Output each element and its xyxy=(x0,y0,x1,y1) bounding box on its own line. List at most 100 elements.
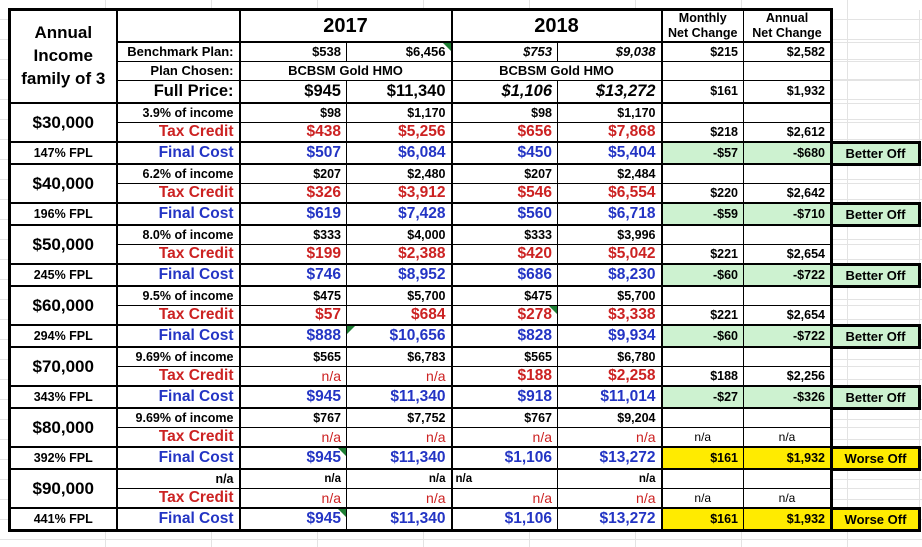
income-cell[interactable]: $50,000 xyxy=(8,225,118,265)
pct-of-income-value-cell[interactable]: $1,170 xyxy=(557,103,663,123)
full-price-label-cell[interactable]: Full Price: xyxy=(116,80,241,104)
tax-credit-value-cell[interactable]: $2,388 xyxy=(346,244,453,265)
tax-credit-value-cell[interactable]: $2,258 xyxy=(557,366,663,387)
pct-of-income-value-cell[interactable]: $475 xyxy=(239,286,347,306)
net-change-empty-cell[interactable] xyxy=(743,469,833,489)
net-change-empty-cell[interactable] xyxy=(743,225,833,245)
full-price-2018-annual-cell[interactable]: $13,272 xyxy=(557,80,663,104)
final-cost-value-cell[interactable]: $945 xyxy=(239,508,347,532)
net-change-empty-cell[interactable] xyxy=(661,469,744,489)
final-monthly-net-change-cell[interactable]: $161 xyxy=(661,447,744,470)
final-annual-net-change-cell[interactable]: -$326 xyxy=(743,386,833,409)
final-cost-value-cell[interactable]: $6,718 xyxy=(557,203,663,226)
final-annual-net-change-cell[interactable]: -$722 xyxy=(743,325,833,348)
final-cost-value-cell[interactable]: $1,106 xyxy=(451,508,558,532)
pct-of-income-label-cell[interactable]: 9.69% of income xyxy=(116,408,241,428)
income-cell[interactable]: $60,000 xyxy=(8,286,118,326)
final-cost-value-cell[interactable]: $8,952 xyxy=(346,264,453,287)
tax-credit-annual-net-change-cell[interactable]: $2,654 xyxy=(743,244,833,265)
final-annual-net-change-cell[interactable]: -$722 xyxy=(743,264,833,287)
tax-credit-monthly-net-change-cell[interactable]: $220 xyxy=(661,183,744,204)
tax-credit-value-cell[interactable]: $5,256 xyxy=(346,122,453,143)
pct-of-income-value-cell[interactable]: $333 xyxy=(451,225,558,245)
final-cost-value-cell[interactable]: $11,340 xyxy=(346,447,453,470)
tax-credit-value-cell[interactable]: n/a xyxy=(239,488,347,509)
tax-credit-label-cell[interactable]: Tax Credit xyxy=(116,305,241,326)
final-cost-value-cell[interactable]: $11,340 xyxy=(346,508,453,532)
pct-of-income-value-cell[interactable]: $2,484 xyxy=(557,164,663,184)
tax-credit-monthly-net-change-cell[interactable]: $221 xyxy=(661,305,744,326)
tax-credit-value-cell[interactable]: n/a xyxy=(346,488,453,509)
net-change-empty-cell[interactable] xyxy=(661,347,744,367)
pct-of-income-value-cell[interactable]: $7,752 xyxy=(346,408,453,428)
final-annual-net-change-cell[interactable]: $1,932 xyxy=(743,447,833,470)
pct-of-income-value-cell[interactable]: $4,000 xyxy=(346,225,453,245)
net-change-empty-cell[interactable] xyxy=(661,61,744,81)
year-2017-header[interactable]: 2017 xyxy=(239,8,453,43)
final-cost-value-cell[interactable]: $8,230 xyxy=(557,264,663,287)
final-monthly-net-change-cell[interactable]: -$57 xyxy=(661,142,744,165)
final-cost-value-cell[interactable]: $507 xyxy=(239,142,347,165)
fpl-cell[interactable]: 441% FPL xyxy=(8,508,118,532)
final-cost-value-cell[interactable]: $828 xyxy=(451,325,558,348)
net-change-empty-cell[interactable] xyxy=(743,103,833,123)
pct-of-income-value-cell[interactable]: $6,780 xyxy=(557,347,663,367)
final-cost-value-cell[interactable]: $918 xyxy=(451,386,558,409)
tax-credit-value-cell[interactable]: $3,338 xyxy=(557,305,663,326)
income-cell[interactable]: $80,000 xyxy=(8,408,118,448)
final-cost-value-cell[interactable]: $6,084 xyxy=(346,142,453,165)
plan-2018-cell[interactable]: BCBSM Gold HMO xyxy=(451,61,663,81)
tax-credit-value-cell[interactable]: $326 xyxy=(239,183,347,204)
net-change-empty-cell[interactable] xyxy=(743,164,833,184)
final-cost-value-cell[interactable]: $560 xyxy=(451,203,558,226)
pct-of-income-value-cell[interactable]: $767 xyxy=(451,408,558,428)
year-2018-header[interactable]: 2018 xyxy=(451,8,663,43)
tax-credit-value-cell[interactable]: $3,912 xyxy=(346,183,453,204)
pct-of-income-value-cell[interactable]: $475 xyxy=(451,286,558,306)
status-cell[interactable]: Worse Off xyxy=(830,445,921,471)
tax-credit-monthly-net-change-cell[interactable]: n/a xyxy=(661,427,744,448)
status-cell[interactable]: Better Off xyxy=(830,201,921,227)
tax-credit-value-cell[interactable]: n/a xyxy=(239,427,347,448)
final-cost-value-cell[interactable]: $10,656 xyxy=(346,325,453,348)
final-monthly-net-change-cell[interactable]: $161 xyxy=(661,508,744,532)
fpl-cell[interactable]: 343% FPL xyxy=(8,386,118,409)
pct-of-income-label-cell[interactable]: 3.9% of income xyxy=(116,103,241,123)
final-cost-value-cell[interactable]: $13,272 xyxy=(557,508,663,532)
income-cell[interactable]: $30,000 xyxy=(8,103,118,143)
tax-credit-monthly-net-change-cell[interactable]: $218 xyxy=(661,122,744,143)
fpl-cell[interactable]: 147% FPL xyxy=(8,142,118,165)
tax-credit-monthly-net-change-cell[interactable]: $221 xyxy=(661,244,744,265)
fpl-cell[interactable]: 196% FPL xyxy=(8,203,118,226)
benchmark-annual-net-change-cell[interactable]: $2,582 xyxy=(743,42,833,62)
final-monthly-net-change-cell[interactable]: -$60 xyxy=(661,264,744,287)
final-cost-label-cell[interactable]: Final Cost xyxy=(116,508,241,532)
fpl-cell[interactable]: 294% FPL xyxy=(8,325,118,348)
final-cost-value-cell[interactable]: $13,272 xyxy=(557,447,663,470)
tax-credit-value-cell[interactable]: n/a xyxy=(239,366,347,387)
tax-credit-value-cell[interactable]: $7,868 xyxy=(557,122,663,143)
plan-2017-cell[interactable]: BCBSM Gold HMO xyxy=(239,61,453,81)
pct-of-income-value-cell[interactable]: n/a xyxy=(346,469,453,489)
final-cost-label-cell[interactable]: Final Cost xyxy=(116,325,241,348)
fpl-cell[interactable]: 245% FPL xyxy=(8,264,118,287)
net-change-empty-cell[interactable] xyxy=(661,103,744,123)
pct-of-income-value-cell[interactable]: $5,700 xyxy=(557,286,663,306)
final-cost-value-cell[interactable]: $1,106 xyxy=(451,447,558,470)
pct-of-income-value-cell[interactable]: $98 xyxy=(239,103,347,123)
tax-credit-label-cell[interactable]: Tax Credit xyxy=(116,183,241,204)
tax-credit-label-cell[interactable]: Tax Credit xyxy=(116,488,241,509)
empty-header-cell[interactable] xyxy=(116,8,241,43)
final-cost-value-cell[interactable]: $7,428 xyxy=(346,203,453,226)
final-monthly-net-change-cell[interactable]: -$27 xyxy=(661,386,744,409)
net-change-empty-cell[interactable] xyxy=(661,408,744,428)
pct-of-income-value-cell[interactable]: $207 xyxy=(451,164,558,184)
pct-of-income-value-cell[interactable]: $6,783 xyxy=(346,347,453,367)
net-change-empty-cell[interactable] xyxy=(743,347,833,367)
benchmark-2017-monthly-cell[interactable]: $538 xyxy=(239,42,347,62)
income-cell[interactable]: $40,000 xyxy=(8,164,118,204)
tax-credit-annual-net-change-cell[interactable]: n/a xyxy=(743,488,833,509)
net-change-empty-cell[interactable] xyxy=(661,225,744,245)
pct-of-income-value-cell[interactable]: $98 xyxy=(451,103,558,123)
pct-of-income-value-cell[interactable]: $5,700 xyxy=(346,286,453,306)
